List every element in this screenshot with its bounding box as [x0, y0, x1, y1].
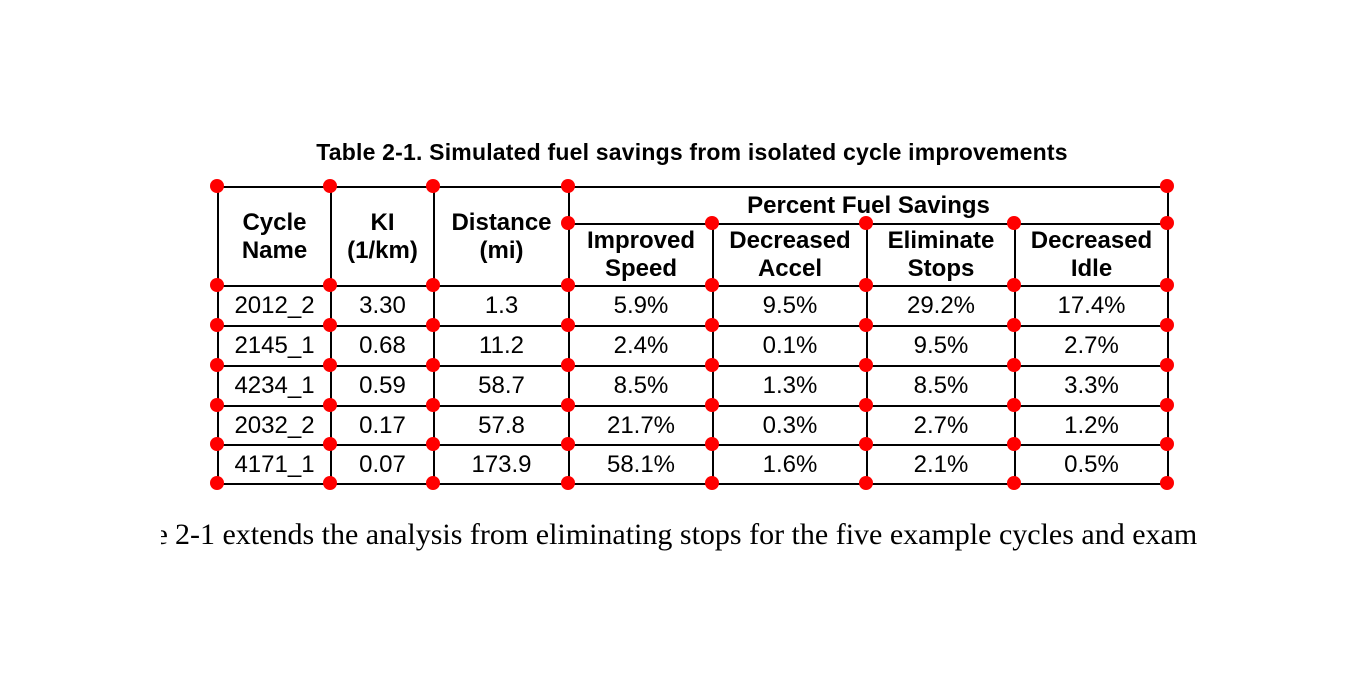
- cycle-name-cell: 4234_1: [217, 365, 332, 407]
- value-cell: 0.17: [330, 405, 435, 446]
- col-header-ki: KI (1/km): [330, 186, 435, 287]
- value-cell: 3.30: [330, 285, 435, 327]
- table-row: 4171_1 0.07 173.9 58.1% 1.6% 2.1% 0.5%: [217, 444, 1170, 485]
- body-text-content: 2-1 extends the analysis from eliminatin…: [175, 518, 1198, 551]
- value-cell: 1.6%: [712, 444, 868, 485]
- value-cell: 8.5%: [866, 365, 1016, 407]
- value-cell: 0.68: [330, 325, 435, 367]
- col-header-decreased-idle: Decreased Idle: [1013, 223, 1170, 287]
- value-cell: 29.2%: [866, 285, 1016, 327]
- value-cell: 58.7: [433, 365, 570, 407]
- value-cell: 1.2%: [1013, 405, 1170, 446]
- header-row-group: Cycle Name KI (1/km) Distance (mi) Perce…: [217, 186, 1170, 287]
- cycle-name-cell: 2012_2: [217, 285, 332, 327]
- col-header-decreased-accel: Decreased Accel: [712, 223, 868, 287]
- value-cell: 9.5%: [712, 285, 868, 327]
- header-row-sub: Improved Speed Decreased Accel Eliminate…: [218, 223, 1170, 287]
- cycle-name-cell: 4171_1: [217, 444, 332, 485]
- table-body: 2012_2 3.30 1.3 5.9% 9.5% 29.2% 17.4% 2145_1 0.6…: [217, 285, 1170, 485]
- value-cell: 2.4%: [568, 325, 714, 367]
- value-cell: 5.9%: [568, 285, 714, 327]
- col-header-distance: Distance (mi): [433, 186, 570, 287]
- table-row: 2145_1 0.68 11.2 2.4% 0.1% 9.5% 2.7%: [217, 325, 1170, 367]
- value-cell: 0.59: [330, 365, 435, 407]
- value-cell: 1.3: [433, 285, 570, 327]
- cycle-name-cell: 2032_2: [217, 405, 332, 446]
- table-row: 2012_2 3.30 1.3 5.9% 9.5% 29.2% 17.4%: [217, 285, 1170, 327]
- value-cell: 0.1%: [712, 325, 868, 367]
- value-cell: 1.3%: [712, 365, 868, 407]
- value-cell: 2.1%: [866, 444, 1016, 485]
- value-cell: 173.9: [433, 444, 570, 485]
- value-cell: 58.1%: [568, 444, 714, 485]
- table-row: 4234_1 0.59 58.7 8.5% 1.3% 8.5% 3.3%: [217, 365, 1170, 407]
- value-cell: 2.7%: [866, 405, 1016, 446]
- value-cell: 21.7%: [568, 405, 714, 446]
- value-cell: 0.07: [330, 444, 435, 485]
- table-title: Table 2-1. Simulated fuel savings from i…: [316, 139, 1068, 165]
- value-cell: 0.5%: [1013, 444, 1170, 485]
- value-cell: 3.3%: [1013, 365, 1170, 407]
- col-header-eliminate-stops: Eliminate Stops: [866, 223, 1016, 287]
- value-cell: 11.2: [433, 325, 570, 367]
- value-cell: 17.4%: [1013, 285, 1170, 327]
- value-cell: 57.8: [433, 405, 570, 446]
- table-row: 2032_2 0.17 57.8 21.7% 0.3% 2.7% 1.2%: [217, 405, 1170, 446]
- value-cell: 9.5%: [866, 325, 1016, 367]
- col-header-cycle-name: Cycle Name: [217, 186, 332, 287]
- cycle-name-cell: 2145_1: [217, 325, 332, 367]
- value-cell: 2.7%: [1013, 325, 1170, 367]
- col-header-improved-speed: Improved Speed: [568, 223, 714, 287]
- body-text: e 2-1 extends the analysis from eliminati…: [161, 516, 1366, 554]
- col-header-percent-fuel-savings: Percent Fuel Savings: [567, 186, 1170, 225]
- fuel-savings-table: Cycle Name KI (1/km) Distance (mi) Perce…: [217, 186, 1170, 485]
- value-cell: 0.3%: [712, 405, 868, 446]
- clipped-character: e: [161, 518, 168, 551]
- value-cell: 8.5%: [568, 365, 714, 407]
